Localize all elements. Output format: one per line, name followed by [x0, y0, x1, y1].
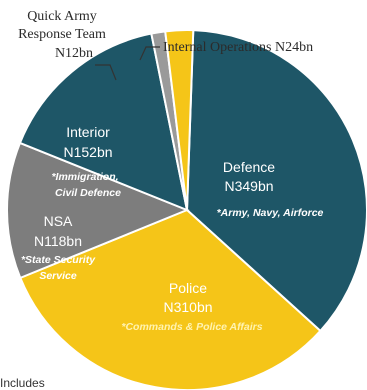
slice-note-defence: *Army, Navy, Airforce [217, 207, 324, 219]
slice-amount-police: N310bn [163, 299, 212, 315]
pie-slice-defence [185, 29, 367, 333]
slice-note-nsa-line2: Service [39, 270, 77, 282]
quick-army-label-line2: Response Team [18, 27, 106, 42]
slice-label-police: Police [169, 280, 207, 296]
leader-line-quick-army [95, 64, 117, 81]
slice-note-interior-line2: Civil Defence [55, 187, 121, 199]
slice-label-nsa: NSA [44, 213, 73, 229]
pie-slice-interior [18, 32, 189, 212]
slice-note-police: *Commands & Police Affairs [121, 321, 262, 333]
pie-slice-internal-operations [164, 29, 195, 211]
quick-army-label-line1: Quick Army [27, 9, 97, 24]
slice-note-interior-line1: *Immigration, [51, 171, 118, 183]
quick-army-label-amount: N12bn [55, 46, 93, 61]
slice-amount-defence: N349bn [224, 178, 273, 194]
internal-ops-label: Internal Operations N24bn [163, 40, 313, 55]
slice-amount-interior: N152bn [63, 144, 112, 160]
footnote: Includes [0, 376, 45, 390]
slice-amount-nsa: N118bn [34, 233, 82, 249]
pie-slice-nsa [6, 141, 190, 280]
pie-slices [6, 29, 367, 390]
slice-label-interior: Interior [66, 124, 110, 140]
pie-slice-police [18, 208, 322, 390]
slice-label-defence: Defence [223, 159, 275, 175]
leader-line-internal-ops [139, 46, 160, 61]
slice-note-nsa-line1: *State Security [21, 254, 96, 266]
